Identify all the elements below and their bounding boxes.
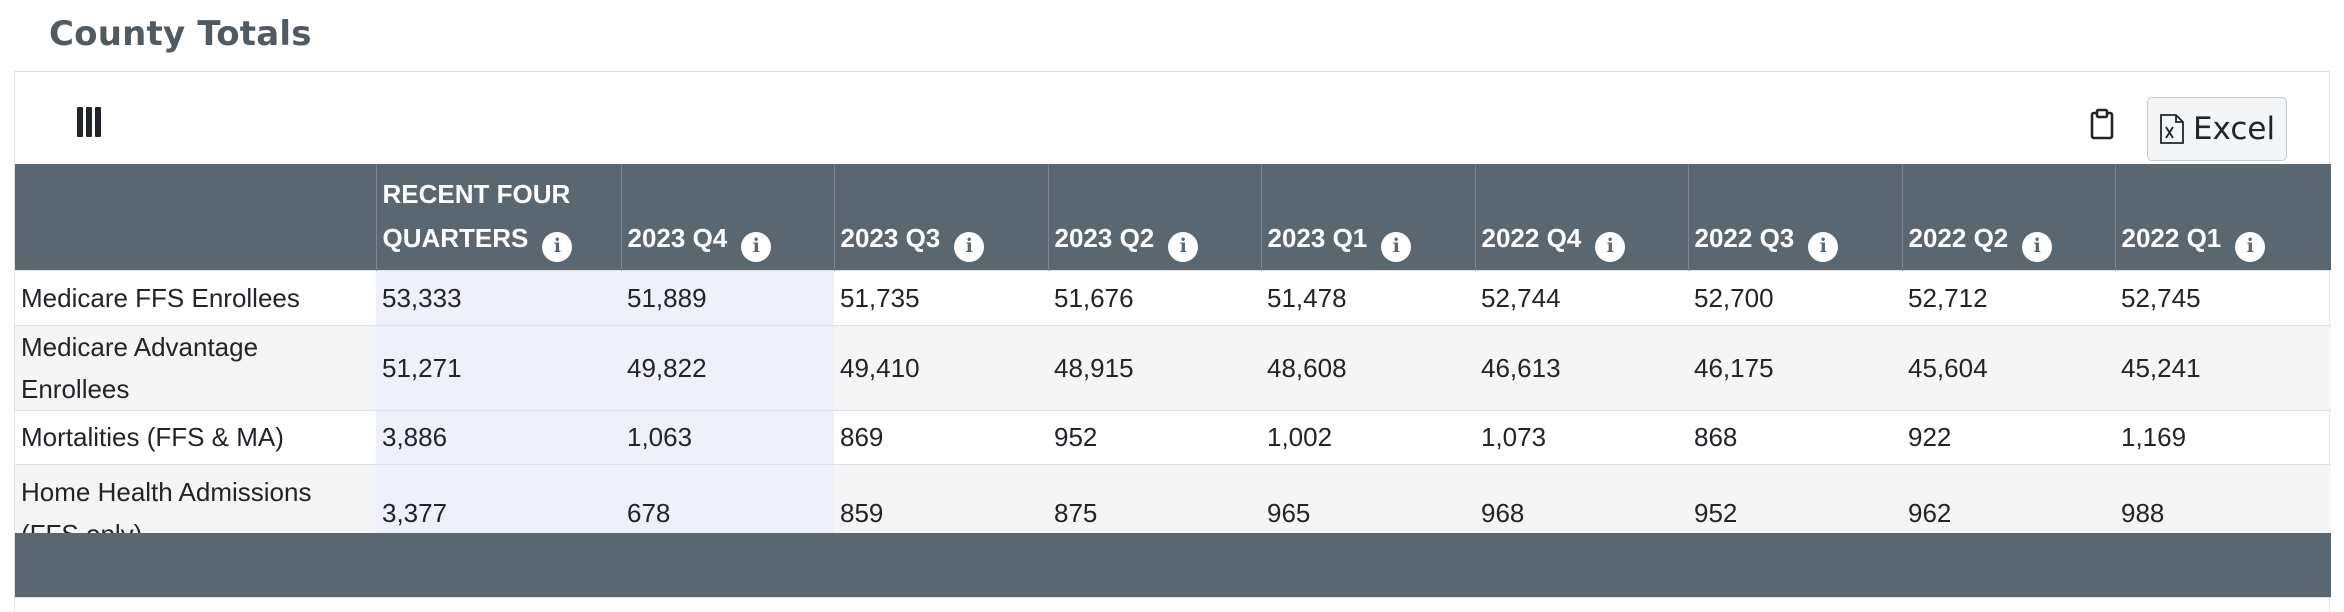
table-cell: 51,889 — [621, 269, 834, 325]
table-cell: 868 — [1688, 409, 1902, 464]
column-header-2022-q4[interactable]: 2022 Q4 i — [1474, 164, 1688, 270]
info-icon[interactable]: i — [2022, 231, 2053, 262]
table-cell: 52,712 — [1902, 269, 2115, 325]
excel-export-button[interactable]: Excel — [2147, 97, 2287, 161]
table-cell: 46,613 — [1475, 324, 1688, 410]
info-icon[interactable]: i — [2235, 231, 2266, 262]
info-icon[interactable]: i — [954, 231, 985, 262]
info-icon[interactable]: i — [1381, 231, 1412, 262]
table-cell: 51,676 — [1048, 269, 1261, 325]
table-cell: 52,744 — [1475, 269, 1688, 325]
table-footer-bar — [15, 533, 2331, 597]
column-header-text: 2023 Q1 — [1267, 223, 1368, 253]
column-header-recent-four-quarters[interactable]: RECENT FOUR QUARTERS i — [375, 164, 621, 270]
column-header-line: RECENT FOUR — [382, 179, 571, 209]
table-cell: 922 — [1902, 409, 2115, 464]
column-header-line: QUARTERS — [382, 223, 529, 253]
table-row: Medicare FFS Enrollees 53,333 51,889 51,… — [15, 269, 2331, 325]
columns-icon[interactable] — [77, 107, 111, 141]
info-icon[interactable]: i — [1168, 231, 1199, 262]
table-cell: 49,410 — [834, 324, 1048, 410]
table-cell: 48,608 — [1261, 324, 1475, 410]
column-header-2023-q3[interactable]: 2023 Q3 i — [833, 164, 1048, 270]
table-cell: 51,735 — [834, 269, 1048, 325]
table-cell: 3,886 — [376, 409, 621, 464]
info-icon[interactable]: i — [542, 231, 573, 262]
excel-button-label: Excel — [2192, 111, 2276, 147]
data-table-panel: Excel RECENT FOUR QUARTERS i 2023 Q4 i — [14, 71, 2331, 612]
table-cell: 1,063 — [621, 409, 834, 464]
table-cell: 46,175 — [1688, 324, 1902, 410]
table-cell: 1,073 — [1475, 409, 1688, 464]
table-cell: 1,169 — [2115, 409, 2331, 464]
row-label: Mortalities (FFS & MA) — [15, 409, 376, 464]
column-header-text: 2022 Q1 — [2121, 223, 2222, 253]
county-totals-table: RECENT FOUR QUARTERS i 2023 Q4 i 2023 Q3 i … — [15, 164, 2331, 562]
clipboard-icon[interactable] — [2085, 107, 2119, 141]
column-header-text: 2023 Q4 — [627, 223, 728, 253]
table-header-row: RECENT FOUR QUARTERS i 2023 Q4 i 2023 Q3 i … — [15, 164, 2331, 270]
column-header-2022-q2[interactable]: 2022 Q2 i — [1901, 164, 2115, 270]
table-cell: 51,271 — [376, 324, 621, 410]
table-cell: 869 — [834, 409, 1048, 464]
column-header-text: 2023 Q3 — [840, 223, 941, 253]
table-row: Medicare Advantage Enrollees 51,271 49,8… — [15, 324, 2331, 410]
table-cell: 53,333 — [376, 269, 621, 325]
row-label: Medicare Advantage Enrollees — [15, 324, 376, 410]
table-cell: 49,822 — [621, 324, 834, 410]
row-label: Medicare FFS Enrollees — [15, 269, 376, 325]
table-cell: 51,478 — [1261, 269, 1475, 325]
column-header-2022-q3[interactable]: 2022 Q3 i — [1687, 164, 1902, 270]
column-header-2023-q2[interactable]: 2023 Q2 i — [1047, 164, 1261, 270]
excel-file-icon — [2160, 114, 2184, 144]
column-header-2023-q4[interactable]: 2023 Q4 i — [620, 164, 834, 270]
column-header-text: 2022 Q2 — [1908, 223, 2009, 253]
info-icon[interactable]: i — [1808, 231, 1839, 262]
column-header-text: 2022 Q3 — [1694, 223, 1795, 253]
table-cell: 52,700 — [1688, 269, 1902, 325]
info-icon[interactable]: i — [741, 231, 772, 262]
table-cell: 1,002 — [1261, 409, 1475, 464]
table-cell: 48,915 — [1048, 324, 1261, 410]
column-header-text: 2023 Q2 — [1054, 223, 1155, 253]
table-cell: 52,745 — [2115, 269, 2331, 325]
divider — [15, 597, 2331, 598]
table-row: Mortalities (FFS & MA) 3,886 1,063 869 9… — [15, 409, 2331, 464]
column-header-label — [15, 164, 376, 270]
table-toolbar: Excel — [15, 72, 2329, 164]
info-icon[interactable]: i — [1595, 231, 1626, 262]
column-header-2022-q1[interactable]: 2022 Q1 i — [2114, 164, 2331, 270]
table-cell: 952 — [1048, 409, 1261, 464]
section-title: County Totals — [49, 14, 312, 54]
table-cell: 45,241 — [2115, 324, 2331, 410]
table-cell: 45,604 — [1902, 324, 2115, 410]
column-header-text: 2022 Q4 — [1481, 223, 1582, 253]
column-header-2023-q1[interactable]: 2023 Q1 i — [1260, 164, 1475, 270]
